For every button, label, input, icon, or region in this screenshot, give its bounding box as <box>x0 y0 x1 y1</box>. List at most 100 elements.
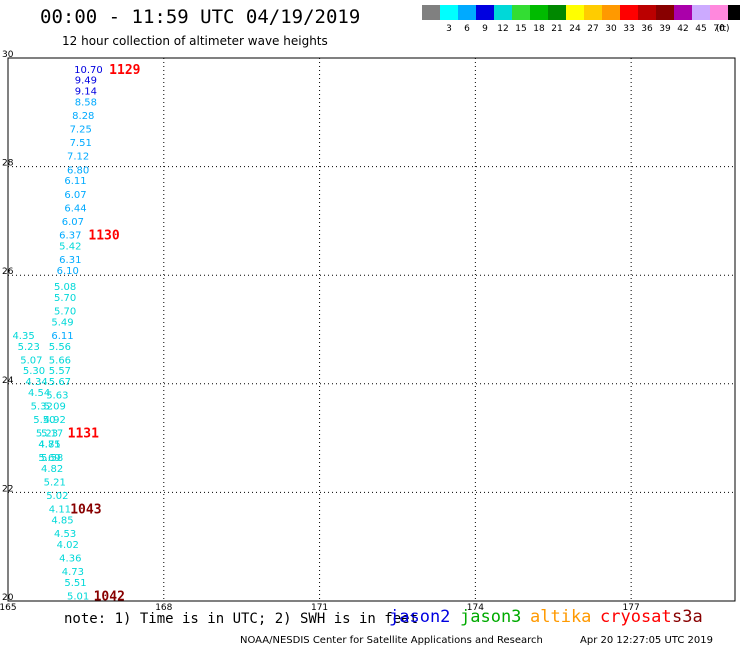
pass-time-label: 1043 <box>70 503 101 518</box>
wave-height-value: 5.69 <box>38 453 60 464</box>
wave-height-value: 6.10 <box>57 266 79 277</box>
wave-height-value: 5.21 <box>44 478 66 489</box>
pass-time-label: 1129 <box>109 63 140 78</box>
satellite-cryosat-label: cryosat <box>600 607 672 627</box>
color-swatch <box>422 5 440 20</box>
wave-height-value: 4.85 <box>51 516 73 527</box>
wave-height-value: 6.07 <box>62 217 84 228</box>
wave-height-value: 4.82 <box>41 464 63 475</box>
wave-height-value: 7.51 <box>70 138 92 149</box>
plot-frame <box>7 57 736 602</box>
wave-height-value: 5.08 <box>54 282 76 293</box>
wave-height-value: 4.34 <box>25 377 47 388</box>
color-swatch <box>566 5 584 20</box>
color-swatch <box>584 5 602 20</box>
wave-height-value: 4.35 <box>12 331 34 342</box>
wave-height-value: 9.49 <box>75 76 97 87</box>
wave-height-value: 6.31 <box>59 255 81 266</box>
color-scale-label: 6 <box>464 24 470 34</box>
wave-height-value: 4.54 <box>28 388 50 399</box>
color-swatch <box>440 5 458 20</box>
wave-height-value: 5.17 <box>41 429 63 440</box>
wave-height-value: 7.25 <box>70 125 92 136</box>
wave-height-value: 5.30 <box>23 366 45 377</box>
wave-height-value: 5.50 <box>33 415 55 426</box>
wave-height-value: 4.53 <box>54 529 76 540</box>
wave-height-value: 4.36 <box>59 554 81 565</box>
wave-height-value: 4.92 <box>44 415 66 426</box>
wave-height-value: 9.14 <box>75 87 97 98</box>
y-tick-label: 28 <box>2 159 14 169</box>
wave-height-value: 5.01 <box>67 592 89 603</box>
wave-height-value: 8.28 <box>72 111 94 122</box>
color-scale-label: 12 <box>497 24 509 34</box>
wave-height-value: 5.23 <box>18 342 40 353</box>
color-swatch <box>476 5 494 20</box>
color-swatch <box>458 5 476 20</box>
wave-height-value: 5.70 <box>54 306 76 317</box>
wave-height-value: 5.67 <box>49 377 71 388</box>
color-swatch <box>494 5 512 20</box>
y-tick-label: 24 <box>2 376 14 386</box>
chart-subtitle: 12 hour collection of altimeter wave hei… <box>62 34 328 48</box>
color-scale-label: 42 <box>677 24 689 34</box>
wave-height-value: 5.58 <box>41 453 63 464</box>
color-scale-label: 30 <box>605 24 617 34</box>
satellite-altika-label: altika <box>530 607 592 627</box>
wave-height-value: 8.58 <box>75 97 97 108</box>
color-scale-label: 45 <box>695 24 707 34</box>
wave-height-value: 5.66 <box>49 355 71 366</box>
wave-height-value: 6.07 <box>64 190 86 201</box>
footer-timestamp: Apr 20 12:27:05 UTC 2019 <box>580 635 713 646</box>
chart-title: 00:00 - 11:59 UTC 04/19/2019 <box>40 6 361 28</box>
wave-height-value: 5.23 <box>36 429 58 440</box>
wave-height-value: 6.11 <box>51 331 73 342</box>
wave-height-value: 6.80 <box>67 165 89 176</box>
wave-height-value: 5.57 <box>49 366 71 377</box>
wave-height-value: 5.70 <box>54 293 76 304</box>
pass-time-label: 1042 <box>94 590 125 605</box>
footer-credit: NOAA/NESDIS Center for Satellite Applica… <box>240 635 543 646</box>
wave-height-value: 5.42 <box>59 241 81 252</box>
wave-height-value: 4.73 <box>62 567 84 578</box>
color-scale-label: 21 <box>551 24 563 34</box>
wave-height-value: 6.11 <box>64 176 86 187</box>
color-scale-label: 33 <box>623 24 635 34</box>
wave-height-value: 5.32 <box>31 402 53 413</box>
wave-height-value: 5.49 <box>51 317 73 328</box>
y-tick-label: 22 <box>2 484 13 494</box>
color-scale-label: 9 <box>482 24 488 34</box>
satellite-s3a-label: s3a <box>672 607 703 627</box>
color-scale-label: 15 <box>515 24 527 34</box>
wave-height-value: 6.44 <box>64 203 86 214</box>
color-swatch <box>620 5 638 20</box>
wave-height-value: 5.07 <box>20 355 42 366</box>
wave-height-value: 5.09 <box>44 402 66 413</box>
color-swatch <box>656 5 674 20</box>
color-swatch <box>728 5 740 20</box>
color-swatch <box>674 5 692 20</box>
color-scale-unit: (ft) <box>716 24 730 34</box>
x-tick-label: 171 <box>311 603 328 613</box>
color-scale-label: 36 <box>641 24 653 34</box>
wave-height-value: 6.37 <box>59 230 81 241</box>
color-swatch <box>692 5 710 20</box>
wave-height-value: 7.12 <box>67 152 89 163</box>
color-scale-label: 39 <box>659 24 671 34</box>
satellite-jason2-label: jason2 <box>389 607 451 627</box>
x-tick-label: 165 <box>0 603 17 613</box>
satellite-jason3-label: jason3 <box>460 607 522 627</box>
wave-height-value: 5.51 <box>64 578 86 589</box>
footer-note: note: 1) Time is in UTC; 2) SWH is in fe… <box>64 611 419 627</box>
x-tick-label: 177 <box>623 603 640 613</box>
pass-time-label: 1130 <box>88 228 119 243</box>
color-swatch <box>710 5 728 20</box>
pass-time-label: 1131 <box>68 427 99 442</box>
color-scale-label: 24 <box>569 24 581 34</box>
wave-height-value: 5.02 <box>46 491 68 502</box>
color-scale-label: 27 <box>587 24 599 34</box>
color-scale-label: 18 <box>533 24 545 34</box>
x-tick-label: 174 <box>467 603 484 613</box>
color-swatch <box>548 5 566 20</box>
